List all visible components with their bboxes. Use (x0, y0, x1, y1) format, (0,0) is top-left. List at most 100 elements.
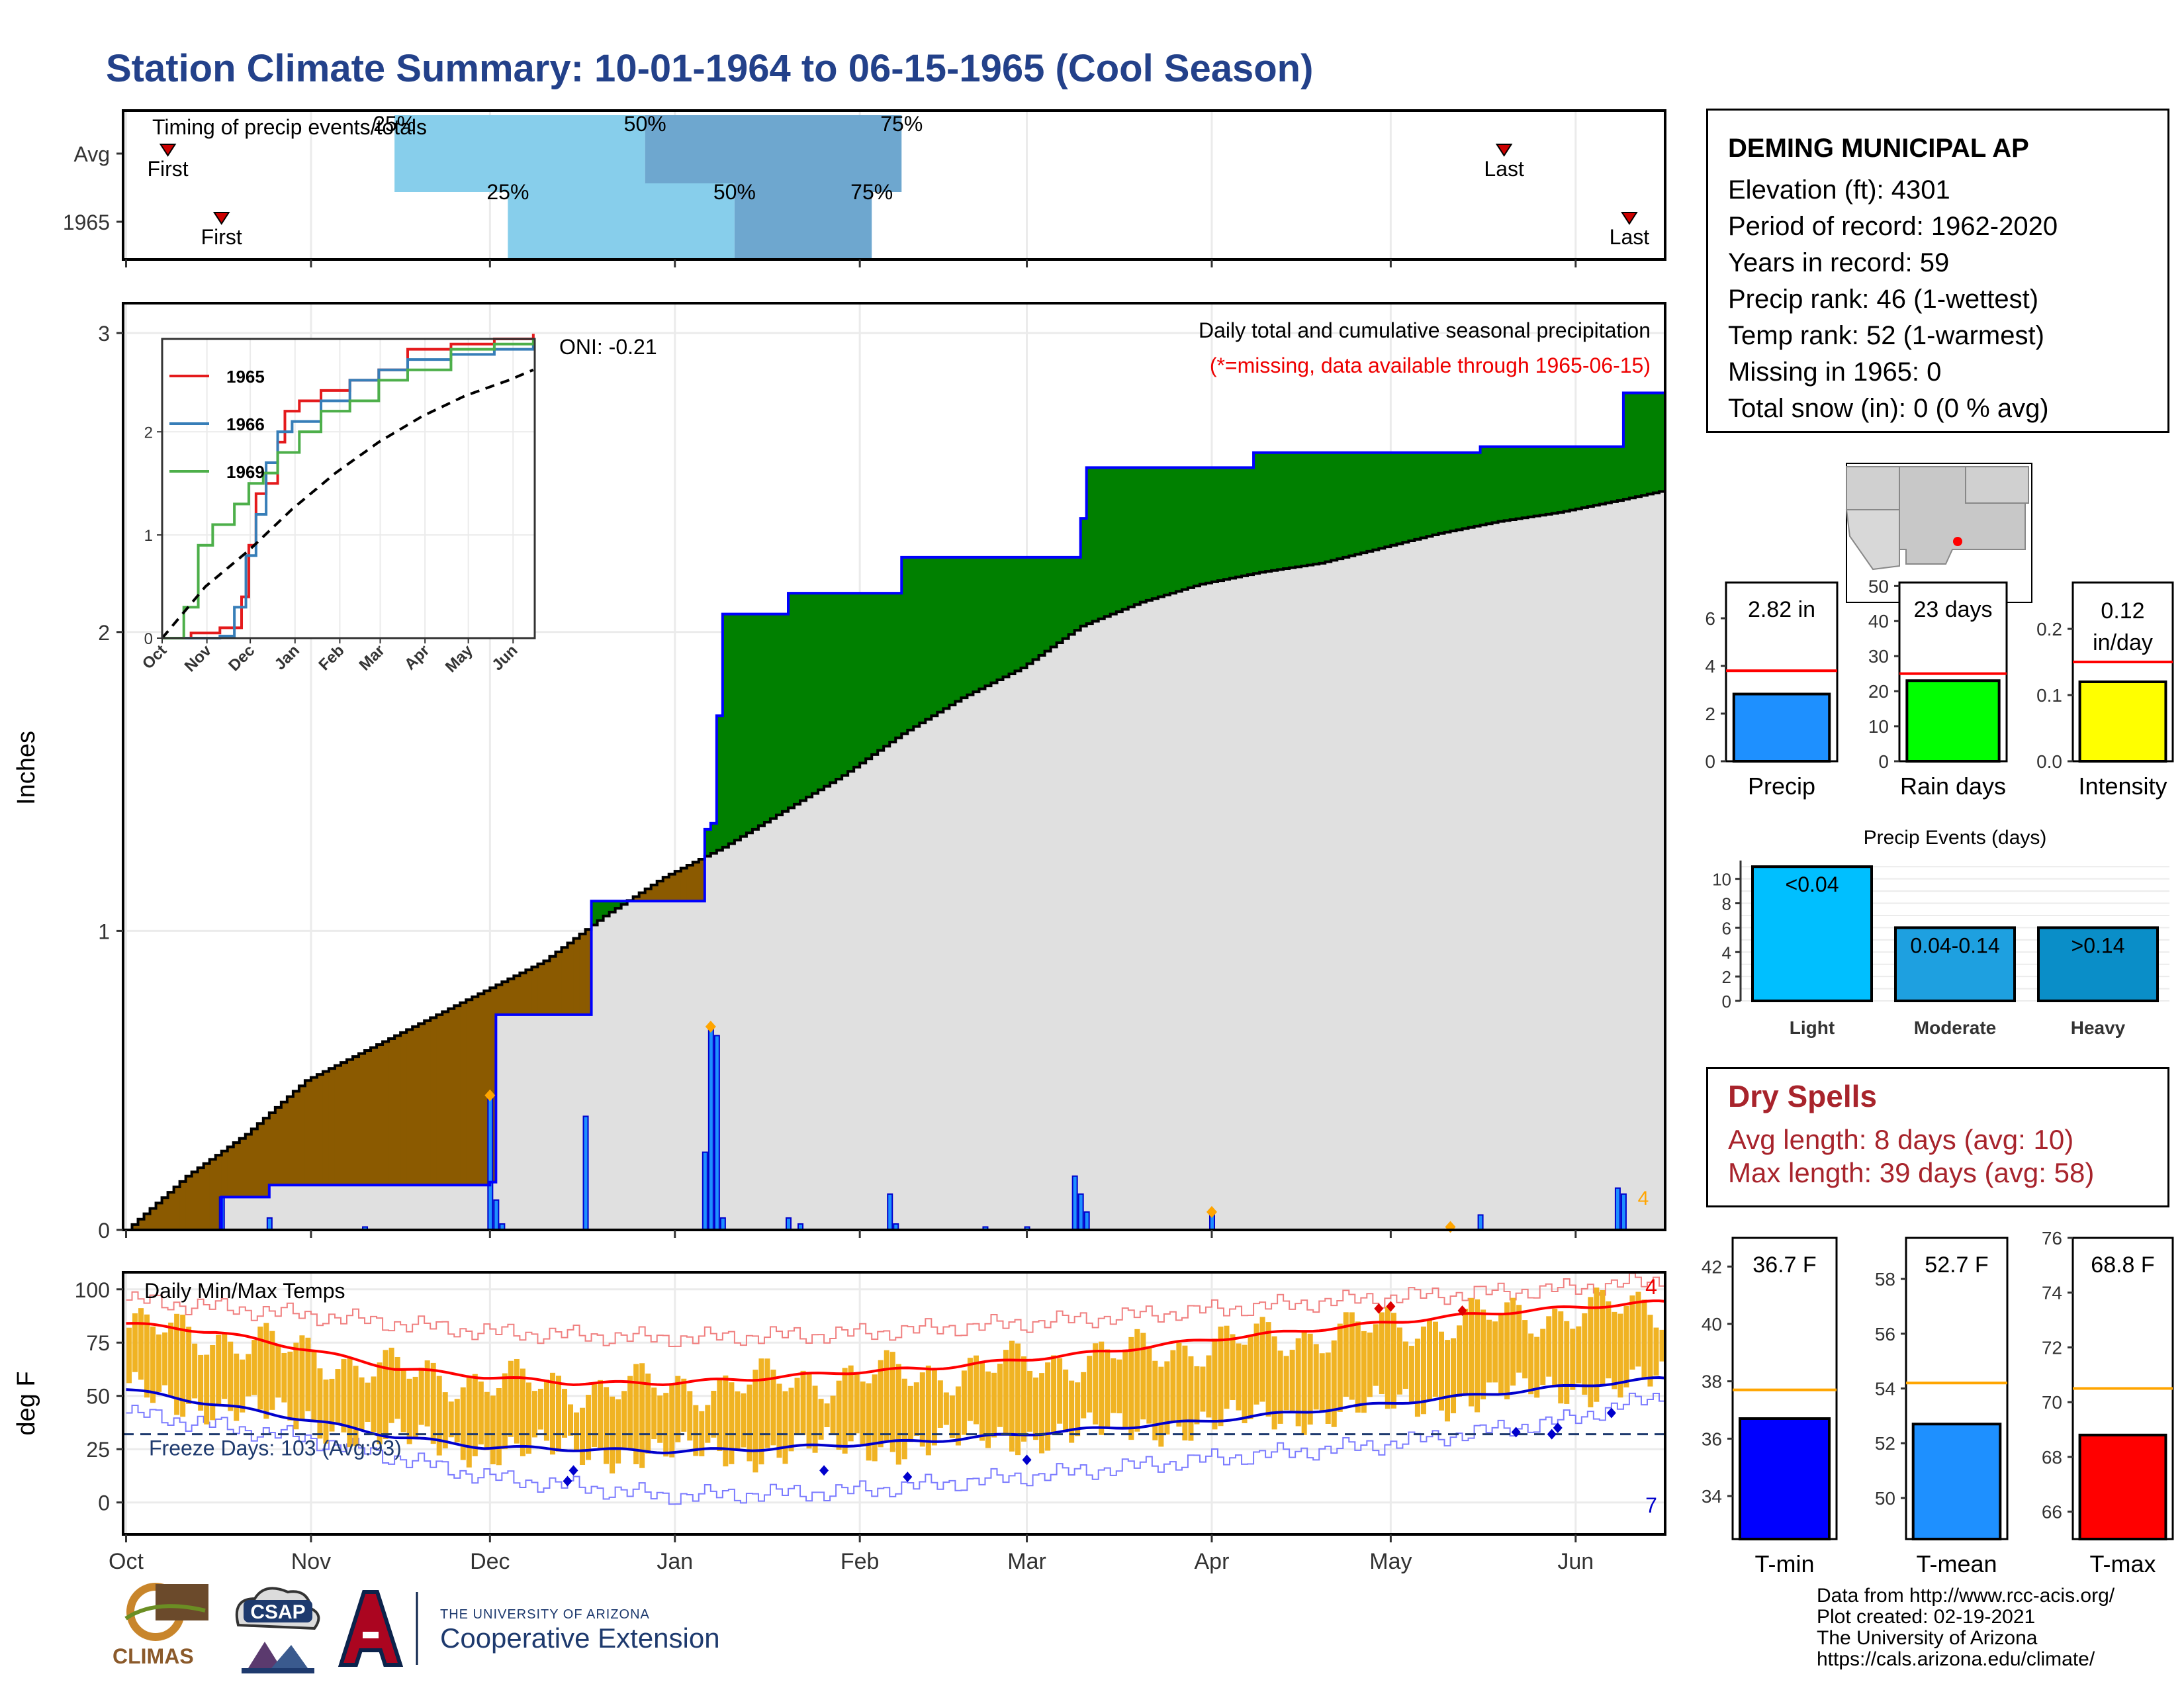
daily-temp-range-bar (615, 1399, 621, 1464)
cumulative-anomaly-fill (1599, 446, 1606, 504)
rain_days-ytick-label: 50 (1868, 576, 1889, 596)
daily-temp-range-bar (878, 1360, 884, 1448)
cumulative-anomaly-fill (758, 614, 765, 826)
precip-events-chart: Precip Events (days) <0.04 Light 0.04-0.14 M… (1712, 827, 2169, 1038)
daily-temp-range-bar (1444, 1340, 1451, 1422)
daily-precip-bar (786, 1217, 792, 1231)
cumulative-anomaly-fill (156, 1203, 163, 1230)
daily-temp-range-bar (901, 1378, 907, 1460)
cumulative-anomaly-fill (472, 996, 478, 1186)
daily-temp-range-bar (323, 1380, 329, 1444)
cumulative-anomaly-fill (400, 1032, 407, 1186)
daily-temp-range-bar (907, 1385, 913, 1442)
daily-temp-range-bar (555, 1376, 561, 1452)
ua-logo (338, 1590, 418, 1667)
rain_days-ytick-label: 40 (1868, 611, 1889, 632)
cumulative-anomaly-fill (1021, 557, 1028, 668)
cumulative-anomaly-fill (1355, 452, 1361, 555)
cumulative-anomaly-fill (1647, 393, 1654, 494)
cumulative-anomaly-fill (668, 874, 676, 902)
cumulative-anomaly-fill (245, 1134, 252, 1197)
cumulative-anomaly-fill (848, 593, 854, 772)
timing-last-label: Last (1610, 225, 1650, 249)
cumulative-anomaly-fill (1003, 557, 1010, 677)
cumulative-anomaly-fill (1068, 557, 1075, 635)
daily-temp-range-bar (1385, 1307, 1390, 1409)
cumulative-anomaly-fill (257, 1123, 264, 1197)
timing-quartile-label: 50% (624, 112, 666, 136)
daily-temp-range-bar (1612, 1311, 1617, 1389)
cumulative-anomaly-fill (1074, 557, 1081, 631)
cumulative-anomaly-fill (1104, 467, 1111, 617)
cumulative-anomaly-fill (150, 1208, 157, 1230)
daily-precip-bar (1614, 1187, 1621, 1231)
cumulative-anomaly-fill (1444, 452, 1451, 532)
temps-ytick-label: 75 (86, 1331, 110, 1355)
cumulative-anomaly-fill (1211, 467, 1218, 582)
daily-precip-bar (582, 1115, 589, 1231)
daily-temp-range-bar (263, 1323, 269, 1419)
timing-quartile-label: 75% (850, 180, 893, 204)
cumulative-anomaly-fill (1629, 393, 1636, 498)
daily-temp-range-bar (412, 1376, 418, 1438)
dry-spells-avg: Avg length: 8 days (avg: 10) (1728, 1124, 2074, 1155)
cumulative-anomaly-fill (203, 1163, 210, 1230)
daily-temp-range-bar (549, 1372, 555, 1455)
cumulative-anomaly-fill (561, 947, 569, 1015)
temps-xtick-label: Jan (657, 1549, 693, 1574)
daily-temp-range-bar (561, 1389, 568, 1438)
daily-temp-range-bar (484, 1391, 490, 1450)
station-snow: Total snow (in): 0 (0 % avg) (1728, 394, 2049, 423)
rain_days-ytick-label: 30 (1868, 646, 1889, 667)
daily-temp-range-bar (699, 1411, 705, 1456)
daily-temp-range-bar (1033, 1377, 1039, 1440)
cumulative-anomaly-fill (442, 1011, 449, 1186)
cumulative-anomaly-fill (1080, 518, 1087, 626)
rain_days-ytick-label: 20 (1868, 681, 1889, 702)
daily-temp-range-bar (1176, 1342, 1182, 1427)
daily-temp-range-bar (1451, 1338, 1457, 1413)
daily-temp-range-bar (1498, 1313, 1504, 1396)
cumulative-anomaly-fill (1343, 452, 1349, 557)
daily-temp-range-bar (1420, 1326, 1426, 1415)
precip-events-ytick-label: 10 (1712, 870, 1731, 890)
precip_total-bar (1732, 692, 1831, 763)
daily-temp-range-bar (1510, 1297, 1516, 1386)
cumulative-anomaly-fill (1026, 557, 1034, 664)
t_mean-ytick-label: 58 (1875, 1269, 1895, 1289)
daily-temp-range-bar (246, 1354, 251, 1397)
temps-ytick-label: 25 (86, 1438, 110, 1462)
rain_days-ytick-label: 10 (1868, 716, 1889, 737)
daily-temp-range-bar (1480, 1309, 1486, 1399)
cumulative-anomaly-fill (1557, 446, 1565, 513)
t_mean-bar (1911, 1423, 2002, 1540)
cumulative-anomaly-fill (1140, 467, 1147, 602)
daily-temp-range-bar (752, 1370, 758, 1473)
daily-temp-range-bar (1057, 1358, 1063, 1424)
intensity-ytick-label: 0.2 (2036, 619, 2062, 639)
daily-temp-range-bar (1081, 1372, 1087, 1419)
cumulative-anomaly-fill (1456, 452, 1463, 530)
timing-quartile-label: 25% (373, 112, 416, 136)
cumulative-anomaly-fill (269, 1112, 276, 1186)
daily-temp-range-bar (1194, 1366, 1200, 1425)
cumulative-anomaly-fill (167, 1192, 175, 1230)
daily-temp-range-bar (228, 1341, 234, 1411)
daily-temp-range-bar (1659, 1329, 1665, 1362)
cumulative-anomaly-fill (1575, 446, 1582, 509)
temps-xtick-label: Apr (1195, 1549, 1230, 1574)
cumulative-anomaly-fill (1205, 467, 1212, 583)
cumulative-anomaly-fill (567, 943, 574, 1015)
cumulative-anomaly-fill (985, 557, 992, 686)
daily-temp-range-bar (1116, 1359, 1122, 1414)
cumulative-anomaly-fill (287, 1096, 294, 1186)
rain_days-value-label: 23 days (1913, 597, 1992, 622)
daily-temp-range-bar (1248, 1336, 1253, 1419)
temps-panel-border (122, 1271, 1666, 1536)
temps-xtick-label: Mar (1007, 1549, 1046, 1574)
cumulative-anomaly-fill (430, 1017, 437, 1186)
daily-temp-range-bar (430, 1362, 436, 1444)
daily-temp-range-bar (1236, 1343, 1242, 1411)
